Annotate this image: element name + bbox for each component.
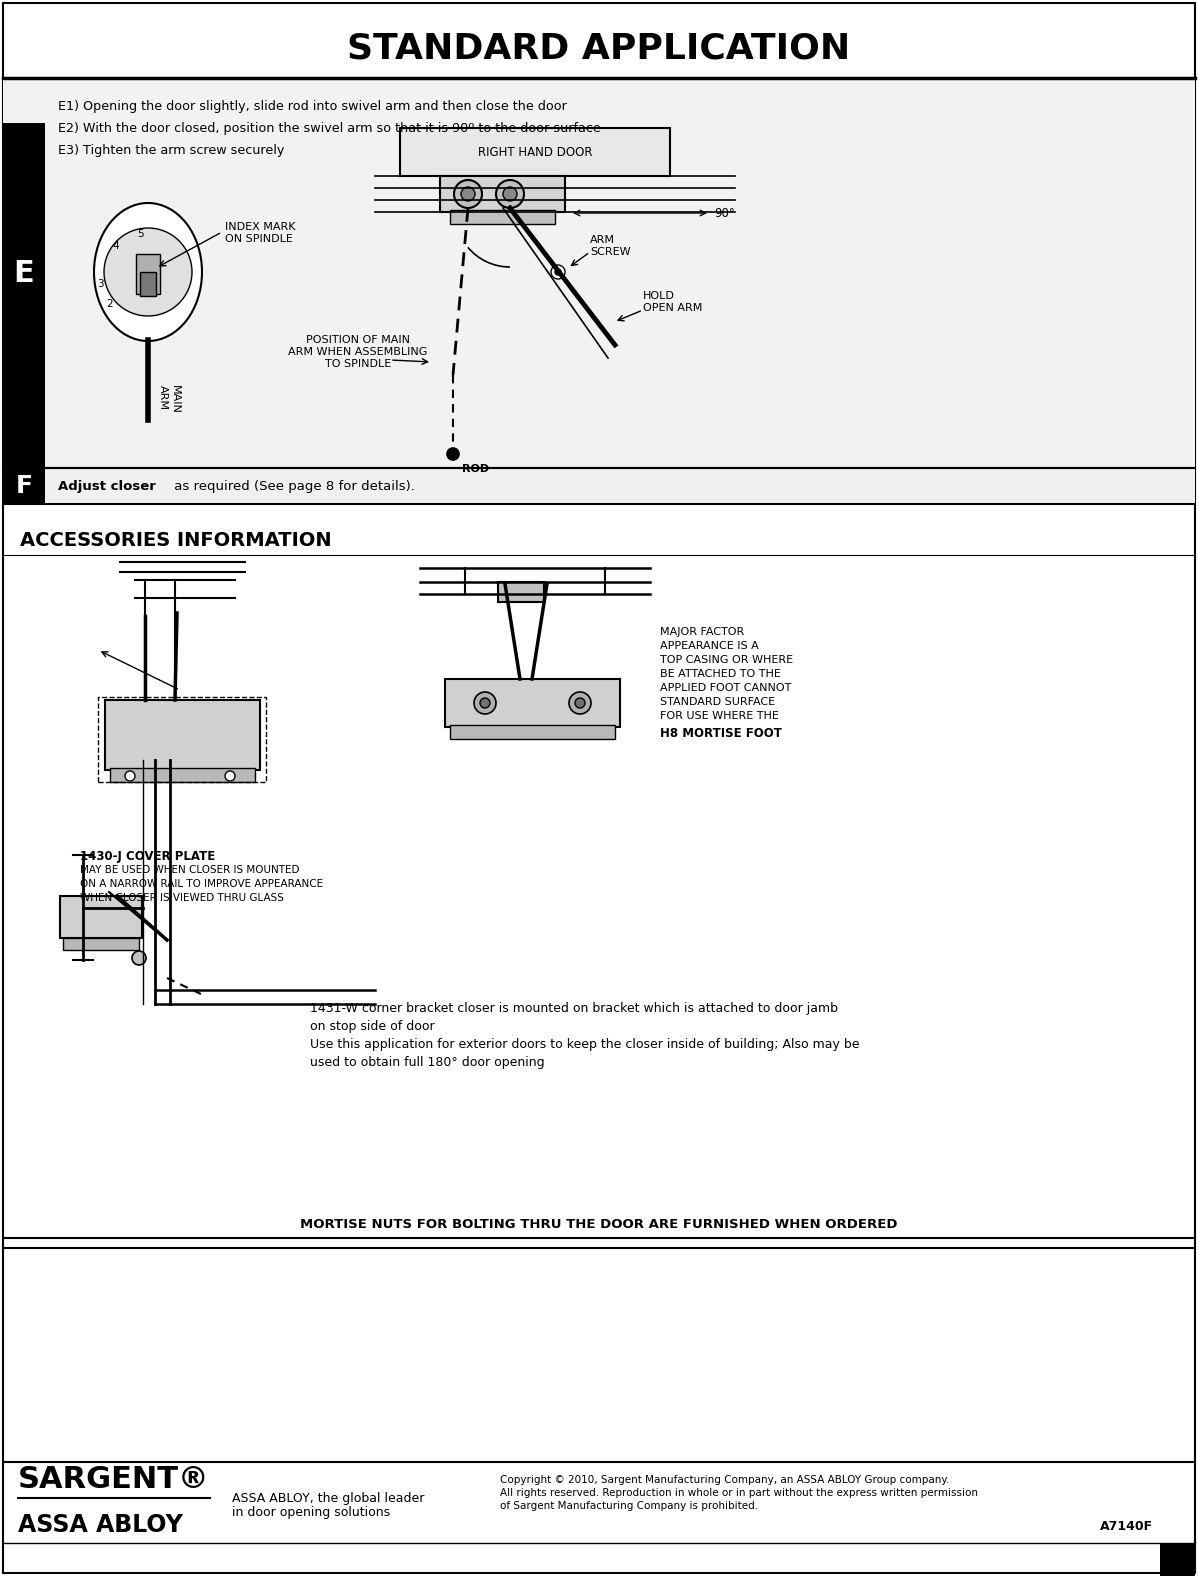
Bar — [105, 700, 260, 771]
Text: POSITION OF MAIN
ARM WHEN ASSEMBLING
TO SPINDLE: POSITION OF MAIN ARM WHEN ASSEMBLING TO … — [289, 336, 428, 369]
Bar — [498, 582, 544, 602]
Text: E: E — [13, 258, 35, 287]
Circle shape — [225, 771, 235, 782]
Bar — [110, 768, 255, 782]
Bar — [4, 468, 1194, 504]
Circle shape — [461, 188, 474, 202]
Text: in door opening solutions: in door opening solutions — [232, 1507, 391, 1519]
Text: APPLIED FOOT CANNOT: APPLIED FOOT CANNOT — [660, 682, 792, 693]
Text: APPEARANCE IS A: APPEARANCE IS A — [660, 641, 758, 651]
Text: used to obtain full 180° door opening: used to obtain full 180° door opening — [310, 1056, 545, 1069]
Bar — [450, 725, 615, 739]
Text: 3: 3 — [97, 279, 103, 288]
Circle shape — [132, 950, 146, 965]
Bar — [140, 273, 156, 296]
Circle shape — [555, 269, 561, 274]
Text: 3: 3 — [1167, 1510, 1187, 1540]
Text: MORTISE NUTS FOR BOLTING THRU THE DOOR ARE FURNISHED WHEN ORDERED: MORTISE NUTS FOR BOLTING THRU THE DOOR A… — [301, 1218, 897, 1231]
Text: ASSA ABLOY, the global leader: ASSA ABLOY, the global leader — [232, 1492, 424, 1505]
Bar — [60, 897, 143, 938]
Bar — [63, 938, 139, 950]
Bar — [450, 210, 555, 224]
Text: ON A NARROW RAIL TO IMPROVE APPEARANCE: ON A NARROW RAIL TO IMPROVE APPEARANCE — [80, 879, 323, 889]
Text: E2) With the door closed, position the swivel arm so that it is 90º to the door : E2) With the door closed, position the s… — [58, 121, 600, 136]
Text: RIGHT HAND DOOR: RIGHT HAND DOOR — [478, 145, 592, 159]
Text: STANDARD APPLICATION: STANDARD APPLICATION — [347, 32, 851, 65]
Text: Copyright © 2010, Sargent Manufacturing Company, an ASSA ABLOY Group company.: Copyright © 2010, Sargent Manufacturing … — [500, 1475, 949, 1485]
Text: Use this application for exterior doors to keep the closer inside of building; A: Use this application for exterior doors … — [310, 1039, 859, 1051]
Text: ROD: ROD — [462, 463, 489, 474]
Text: FOR USE WHERE THE: FOR USE WHERE THE — [660, 711, 779, 720]
Circle shape — [575, 698, 585, 708]
Text: MAY BE USED WHEN CLOSER IS MOUNTED: MAY BE USED WHEN CLOSER IS MOUNTED — [80, 865, 300, 875]
Text: 5: 5 — [137, 229, 144, 240]
Text: 2: 2 — [107, 299, 114, 309]
Text: All rights reserved. Reproduction in whole or in part without the express writte: All rights reserved. Reproduction in who… — [500, 1488, 978, 1499]
Text: MAIN
ARM: MAIN ARM — [158, 385, 180, 414]
Text: ASSA ABLOY: ASSA ABLOY — [18, 1513, 183, 1537]
Bar — [98, 697, 266, 782]
Text: as required (See page 8 for details).: as required (See page 8 for details). — [170, 479, 415, 493]
Bar — [440, 177, 565, 213]
Circle shape — [496, 180, 524, 208]
Text: TOP CASING OR WHERE: TOP CASING OR WHERE — [660, 656, 793, 665]
Bar — [1160, 1543, 1194, 1576]
Circle shape — [104, 229, 192, 317]
Bar — [4, 123, 46, 468]
Text: MAJOR FACTOR: MAJOR FACTOR — [660, 627, 744, 637]
Text: BE ATTACHED TO THE: BE ATTACHED TO THE — [660, 668, 781, 679]
Text: A7140F: A7140F — [1100, 1521, 1154, 1533]
Text: 4: 4 — [113, 241, 120, 251]
Text: F: F — [16, 474, 32, 498]
Bar — [4, 468, 46, 504]
Circle shape — [447, 448, 459, 460]
Text: 90°: 90° — [714, 206, 734, 219]
Circle shape — [125, 771, 135, 782]
Text: E1) Opening the door slightly, slide rod into swivel arm and then close the door: E1) Opening the door slightly, slide rod… — [58, 99, 567, 113]
Bar — [444, 679, 621, 727]
Ellipse shape — [93, 203, 202, 340]
Text: E3) Tighten the arm screw securely: E3) Tighten the arm screw securely — [58, 143, 284, 158]
Circle shape — [454, 180, 482, 208]
Bar — [137, 254, 161, 295]
Text: INDEX MARK
ON SPINDLE: INDEX MARK ON SPINDLE — [225, 222, 296, 244]
Text: ARM
SCREW: ARM SCREW — [589, 235, 630, 257]
Text: Adjust closer: Adjust closer — [58, 479, 156, 493]
Text: HOLD
OPEN ARM: HOLD OPEN ARM — [643, 292, 702, 312]
Text: H8 MORTISE FOOT: H8 MORTISE FOOT — [660, 727, 782, 741]
Text: WHEN CLOSER IS VIEWED THRU GLASS: WHEN CLOSER IS VIEWED THRU GLASS — [80, 894, 284, 903]
Circle shape — [474, 692, 496, 714]
Text: 1431-W corner bracket closer is mounted on bracket which is attached to door jam: 1431-W corner bracket closer is mounted … — [310, 1002, 837, 1015]
Circle shape — [480, 698, 490, 708]
Circle shape — [569, 692, 591, 714]
Text: of Sargent Manufacturing Company is prohibited.: of Sargent Manufacturing Company is proh… — [500, 1500, 758, 1511]
Text: ACCESSORIES INFORMATION: ACCESSORIES INFORMATION — [20, 531, 332, 550]
Bar — [400, 128, 670, 177]
Text: on stop side of door: on stop side of door — [310, 1020, 435, 1032]
Text: SARGENT®: SARGENT® — [18, 1466, 210, 1494]
Circle shape — [503, 188, 518, 202]
Text: 1430-J COVER PLATE: 1430-J COVER PLATE — [80, 849, 216, 864]
Circle shape — [551, 265, 565, 279]
Text: STANDARD SURFACE: STANDARD SURFACE — [660, 697, 775, 708]
Bar — [4, 77, 1194, 468]
